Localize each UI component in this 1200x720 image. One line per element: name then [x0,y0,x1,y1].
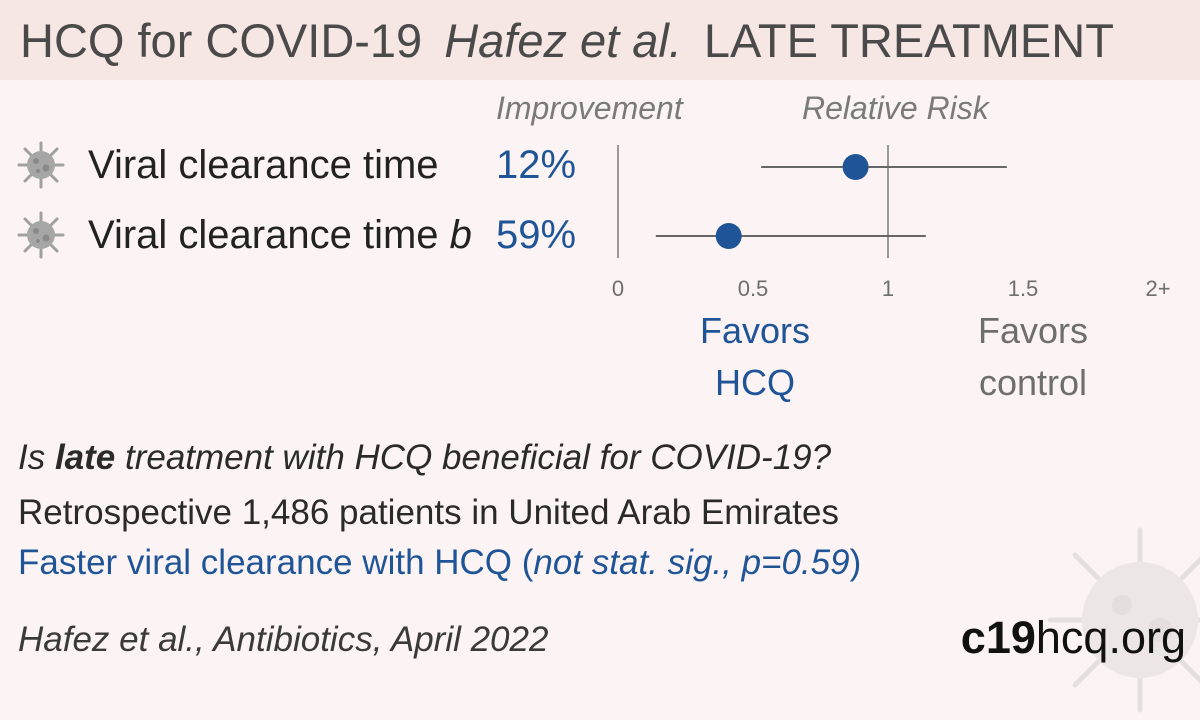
study-question: Is late treatment with HCQ beneficial fo… [18,438,831,478]
x-tick-label: 0 [612,276,624,301]
x-tick-label: 0.5 [738,276,769,301]
site-logo-bold: c19 [960,612,1036,663]
outcome-label-text: Viral clearance time [88,213,450,257]
favors-control-line1: Favors [977,310,1089,351]
study-result: Faster viral clearance with HCQ (not sta… [18,543,861,583]
favors-hcq-line2: HCQ [715,362,795,403]
site-logo-rest: hcq.org [1035,612,1186,663]
improvement-value: 12% [496,143,577,187]
study-design: Retrospective 1,486 patients in United A… [18,493,839,532]
result-main: Faster viral clearance with HCQ ( [18,543,534,582]
question-post: treatment with HCQ beneficial for COVID-… [115,438,832,477]
favors-control-line2: control [978,362,1088,403]
virus-icon [1047,527,1200,713]
site-logo: c19hcq.org [961,612,1186,664]
favors-hcq-label: Favors HCQ [675,305,835,409]
header-bar: HCQ for COVID-19 Hafez et al. LATE TREAT… [0,0,1200,80]
virus-icon [17,141,65,189]
favors-control-label: Favors control [953,305,1113,409]
outcome-label: Viral clearance time [88,143,439,188]
question-pre: Is [18,438,55,477]
title-stage: LATE TREATMENT [703,13,1114,67]
x-tick-label: 1.5 [1008,276,1039,301]
x-tick-label: 1 [882,276,894,301]
question-bold: late [54,438,116,477]
estimate-point [715,223,742,249]
title-study: Hafez et al. [444,13,682,67]
outcome-label-text: Viral clearance time [88,143,439,187]
title-main: HCQ for COVID-19 [20,13,423,67]
outcome-label-suffix: b [449,213,472,257]
improvement-value: 59% [496,213,577,257]
outcome-label: Viral clearance time b [88,213,472,258]
improvement-column-header: Improvement [496,90,683,126]
result-italic: not stat. sig., p=0.59 [533,543,850,582]
x-tick-label: 2+ [1145,276,1170,301]
relative-risk-column-header: Relative Risk [802,90,989,126]
result-end: ) [849,543,862,582]
citation: Hafez et al., Antibiotics, April 2022 [18,620,549,659]
estimate-point [842,154,869,180]
favors-hcq-line1: Favors [699,310,811,351]
forest-plot: 0 0.5 1 1.5 2+ [612,145,1171,301]
virus-icon [17,211,65,259]
